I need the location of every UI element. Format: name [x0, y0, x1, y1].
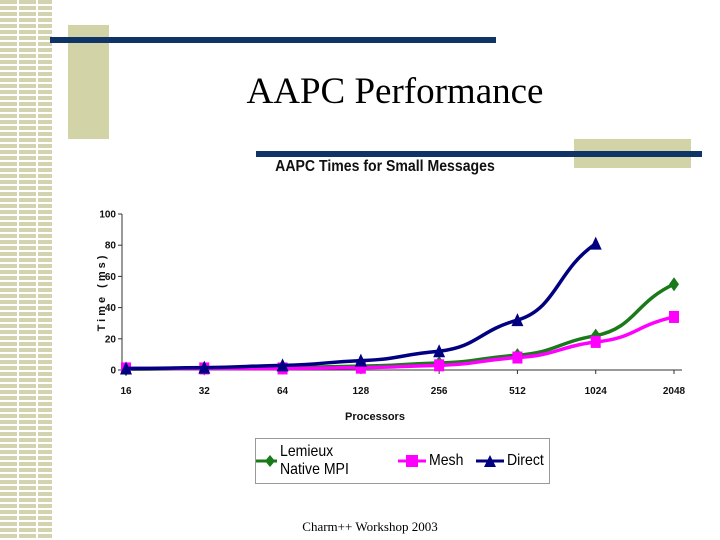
- decor-line-mid: [256, 151, 702, 157]
- y-tick-label: 0: [110, 366, 116, 377]
- striped-side-bar: [0, 0, 52, 540]
- x-tick-label: 32: [199, 386, 211, 397]
- y-tick-label: 100: [99, 210, 116, 221]
- y-tick-label: 80: [105, 241, 117, 252]
- legend-label: Lemieux Native MPI: [280, 443, 350, 478]
- data-point-mesh: [669, 310, 679, 323]
- y-tick-label: 60: [105, 272, 117, 283]
- legend-label: Direct: [507, 452, 544, 469]
- data-point-direct: [589, 236, 602, 250]
- data-point-direct: [276, 358, 289, 372]
- legend-label: Mesh: [429, 452, 464, 469]
- legend-swatch-mesh: [398, 455, 427, 467]
- legend-item-mpi: Lemieux Native MPI: [256, 443, 390, 479]
- decor-line-top: [50, 37, 496, 43]
- series-line-2: [125, 242, 597, 371]
- data-point-direct: [120, 361, 132, 375]
- x-tick-label: 128: [353, 386, 370, 397]
- data-point-direct: [354, 353, 367, 367]
- slide-footer: Charm++ Workshop 2003: [302, 519, 438, 534]
- x-tick-label: 512: [509, 386, 526, 397]
- legend-swatch-direct: [476, 455, 505, 467]
- x-tick-label: 1024: [585, 386, 608, 397]
- x-tick-label: 64: [277, 386, 289, 397]
- data-point-direct: [511, 313, 524, 327]
- x-tick-label: 2048: [663, 386, 686, 397]
- y-tick-label: 40: [105, 303, 117, 314]
- decor-block-top-left: [68, 25, 109, 139]
- legend-item-mesh: Mesh: [398, 452, 468, 470]
- legend-swatch-mpi: [256, 455, 278, 467]
- data-point-direct: [433, 344, 446, 358]
- data-point-mesh: [512, 351, 523, 364]
- data-point-direct: [198, 360, 211, 374]
- y-axis-label: Time (ms): [96, 253, 108, 332]
- slide-title: AAPC Performance: [246, 71, 544, 112]
- legend-item-direct: Direct: [476, 452, 549, 470]
- data-point-mesh: [355, 361, 366, 374]
- x-tick-label: 16: [120, 386, 132, 397]
- data-point-mesh: [434, 359, 445, 372]
- x-tick-label: 256: [431, 386, 448, 397]
- chart-legend: Lemieux Native MPI Mesh Direct: [255, 438, 550, 484]
- data-point-mpi: [669, 277, 679, 292]
- chart-title: AAPC Times for Small Messages: [275, 158, 495, 175]
- x-axis-label: Processors: [345, 411, 405, 423]
- y-tick-label: 20: [105, 334, 117, 345]
- data-point-mesh: [590, 335, 601, 348]
